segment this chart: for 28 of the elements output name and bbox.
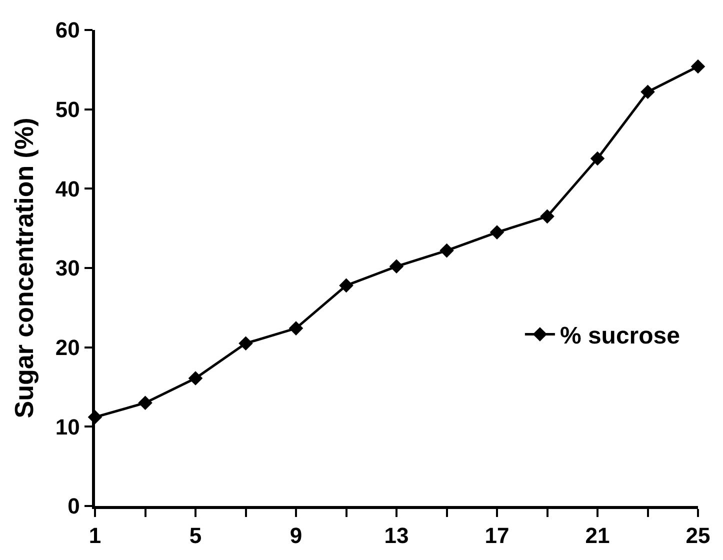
- point: [288, 321, 304, 336]
- point: [640, 84, 655, 100]
- x-tick-label: 21: [585, 523, 610, 548]
- y-tick-label: 20: [55, 335, 80, 360]
- y-tick-label: 60: [55, 18, 80, 43]
- point: [590, 151, 605, 166]
- y-tick-label: 0: [68, 494, 80, 519]
- point: [188, 371, 203, 386]
- x-tick-label: 25: [686, 523, 710, 548]
- point: [339, 278, 354, 293]
- x-tick-label: 9: [290, 523, 302, 548]
- y-tick-label: 10: [55, 414, 80, 440]
- x-tick-label: 17: [484, 523, 510, 548]
- y-tick-label: 50: [55, 97, 80, 122]
- point: [690, 59, 706, 74]
- point: [389, 259, 404, 274]
- point: [540, 209, 554, 224]
- x-tick-label: 1: [88, 523, 102, 548]
- y-axis-title: Sugar concentration (%): [8, 118, 39, 418]
- point: [440, 243, 454, 258]
- x-tick-label: 5: [189, 523, 202, 548]
- x-tick-label: 13: [384, 523, 409, 548]
- y-tick-label: 30: [55, 256, 80, 281]
- legend-label: % sucrose: [560, 322, 680, 350]
- point: [138, 396, 152, 410]
- y-tick-label: 40: [55, 176, 80, 202]
- point: [490, 225, 504, 240]
- point: [238, 336, 253, 351]
